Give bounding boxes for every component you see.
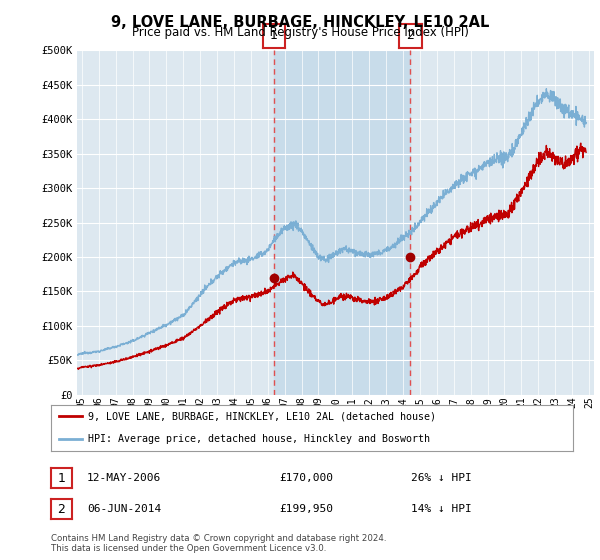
Text: 06-JUN-2014: 06-JUN-2014 [87,504,161,514]
Text: Price paid vs. HM Land Registry's House Price Index (HPI): Price paid vs. HM Land Registry's House … [131,26,469,39]
Bar [274,50,410,395]
Text: 14% ↓ HPI: 14% ↓ HPI [411,504,472,514]
Text: 2: 2 [58,502,65,516]
Text: £170,000: £170,000 [279,473,333,483]
Text: 2: 2 [406,29,414,43]
Text: Contains HM Land Registry data © Crown copyright and database right 2024.
This d: Contains HM Land Registry data © Crown c… [51,534,386,553]
Bar [589,50,600,395]
Text: 9, LOVE LANE, BURBAGE, HINCKLEY, LE10 2AL (detached house): 9, LOVE LANE, BURBAGE, HINCKLEY, LE10 2A… [88,412,436,421]
Text: 1: 1 [270,29,278,43]
Text: 12-MAY-2006: 12-MAY-2006 [87,473,161,483]
Text: 9, LOVE LANE, BURBAGE, HINCKLEY, LE10 2AL: 9, LOVE LANE, BURBAGE, HINCKLEY, LE10 2A… [111,15,489,30]
Text: 1: 1 [58,472,65,485]
Text: £199,950: £199,950 [279,504,333,514]
Text: 26% ↓ HPI: 26% ↓ HPI [411,473,472,483]
Text: HPI: Average price, detached house, Hinckley and Bosworth: HPI: Average price, detached house, Hinc… [88,435,430,444]
